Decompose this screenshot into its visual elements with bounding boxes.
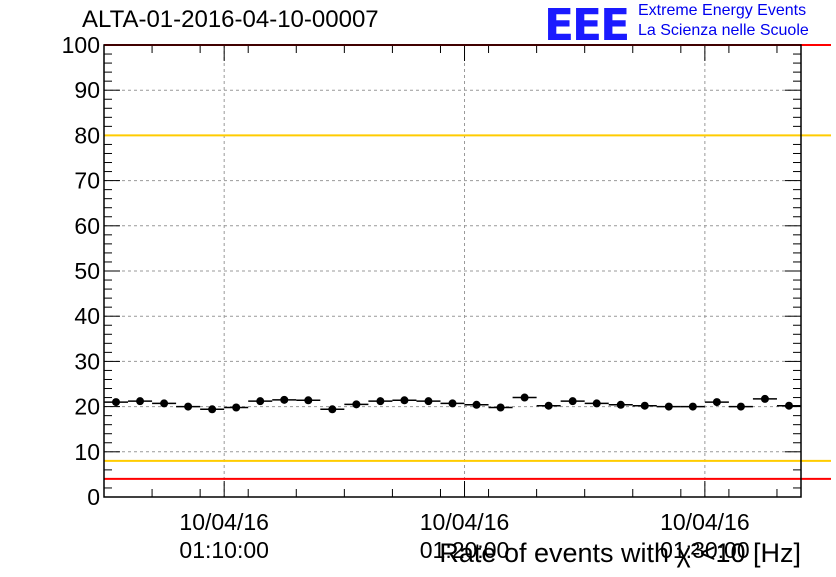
data-point xyxy=(424,397,433,406)
logo-subtitle-line-2: La Scienza nelle Scuole xyxy=(638,22,809,39)
y-tick-label: 50 xyxy=(74,258,100,284)
data-point xyxy=(448,399,457,408)
data-point xyxy=(592,399,601,408)
data-point xyxy=(568,397,577,406)
data-point xyxy=(400,396,409,405)
data-point xyxy=(640,401,649,410)
data-point xyxy=(280,395,289,404)
data-point xyxy=(184,402,193,411)
y-tick-label: 0 xyxy=(87,484,100,510)
y-tick-label: 30 xyxy=(74,348,100,374)
y-tick-label: 20 xyxy=(74,394,100,420)
x-tick-label-time: 01:30:00 xyxy=(660,537,750,563)
data-point xyxy=(328,405,337,414)
chart-title: ALTA-01-2016-04-10-00007 xyxy=(82,6,379,33)
data-point xyxy=(136,397,145,406)
data-point xyxy=(712,398,721,407)
y-tick-label: 70 xyxy=(74,168,100,194)
y-tick-label: 80 xyxy=(74,122,100,148)
data-point xyxy=(688,402,697,411)
data-point xyxy=(352,400,361,409)
data-point xyxy=(520,393,529,402)
x-tick-label-date: 10/04/16 xyxy=(420,509,510,535)
data-point xyxy=(544,401,553,410)
data-point xyxy=(304,396,313,405)
y-tick-label: 10 xyxy=(74,439,100,465)
x-tick-label-date: 10/04/16 xyxy=(660,509,750,535)
data-point xyxy=(784,401,793,410)
logo-subtitle-line-1: Extreme Energy Events xyxy=(638,2,807,19)
y-tick-label: 100 xyxy=(62,32,100,58)
data-point xyxy=(472,400,481,409)
plot-frame xyxy=(103,44,802,498)
data-point xyxy=(376,397,385,406)
data-point xyxy=(496,403,505,412)
data-point xyxy=(256,397,265,406)
y-axis-label: Rate of events with χ²<10 [Hz] xyxy=(439,538,801,568)
data-point xyxy=(616,400,625,409)
eee-logo: EEE xyxy=(544,0,630,51)
data-point xyxy=(208,405,217,414)
y-tick-label: 60 xyxy=(74,213,100,239)
x-tick-label-date: 10/04/16 xyxy=(179,509,269,535)
data-point xyxy=(112,398,121,407)
data-point xyxy=(736,402,745,411)
x-tick-label-time: 01:20:00 xyxy=(420,537,510,563)
data-point xyxy=(760,394,769,403)
y-tick-label: 90 xyxy=(74,77,100,103)
x-tick-label-time: 01:10:00 xyxy=(179,537,269,563)
data-point xyxy=(160,399,169,408)
data-point xyxy=(664,402,673,411)
data-point xyxy=(232,403,241,412)
y-tick-label: 40 xyxy=(74,303,100,329)
